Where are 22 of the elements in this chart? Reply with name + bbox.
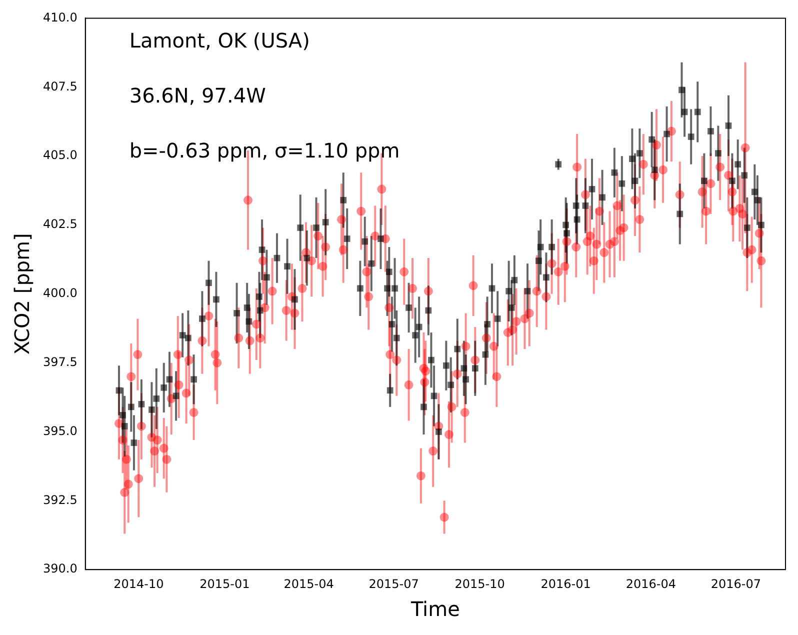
x-tick-label: 2014-10 xyxy=(114,576,164,591)
y-axis-title: XCO2 [ppm] xyxy=(10,233,34,355)
x-tick-label: 2016-04 xyxy=(626,576,676,591)
y-tick-label: 390.0 xyxy=(42,562,78,576)
x-tick-label: 2015-04 xyxy=(284,576,334,591)
y-tick-label: 405.0 xyxy=(42,148,78,162)
x-tick-label: 2015-10 xyxy=(454,576,505,591)
annotation: 36.6N, 97.4W xyxy=(129,83,266,108)
x-tick-label: 2015-01 xyxy=(200,576,250,591)
annotation: Lamont, OK (USA) xyxy=(129,28,310,52)
y-tick-label: 395.0 xyxy=(42,424,78,438)
x-tick-label: 2016-07 xyxy=(710,576,762,591)
annotation: b=-0.63 ppm, σ=1.10 ppm xyxy=(129,138,400,162)
x-tick-label: 2015-07 xyxy=(368,576,419,591)
y-tick-label: 407.5 xyxy=(42,79,78,94)
x-axis-title: Time xyxy=(410,597,460,622)
y-tick-label: 392.5 xyxy=(42,492,78,507)
y-tick-label: 402.5 xyxy=(42,217,78,232)
y-tick-label: 397.5 xyxy=(42,354,78,369)
x-tick-label: 2016-01 xyxy=(540,576,591,591)
y-tick-label: 410.0 xyxy=(42,10,78,24)
y-tick-label: 400.0 xyxy=(42,286,78,300)
